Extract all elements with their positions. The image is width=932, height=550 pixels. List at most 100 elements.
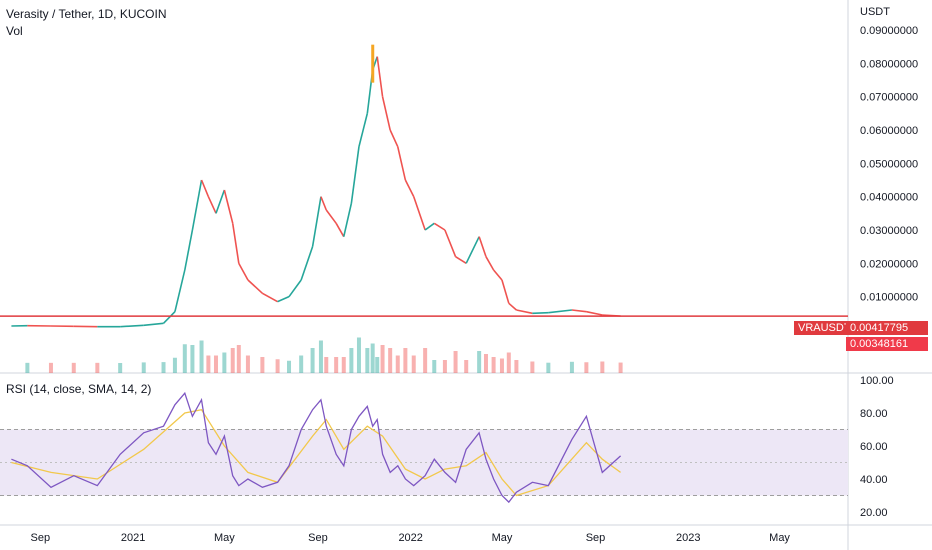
price-segment <box>424 222 435 231</box>
price-segment <box>184 229 194 271</box>
price-segment <box>191 179 203 231</box>
currency-label: USDT <box>860 6 890 18</box>
price-segment <box>231 223 240 264</box>
price-segment <box>376 56 384 97</box>
volume-bar <box>403 348 408 373</box>
volume-bar <box>141 362 146 373</box>
price-segment <box>300 246 314 281</box>
price-segment <box>404 179 415 198</box>
x-tick-label: 2022 <box>398 532 422 544</box>
x-tick-label: 2021 <box>121 532 145 544</box>
x-tick-label: May <box>214 532 235 544</box>
volume-bar <box>260 357 265 373</box>
x-tick-label: Sep <box>31 532 51 544</box>
price-tick-label: 0.08000000 <box>860 58 918 70</box>
price-segment <box>143 322 164 327</box>
volume-bar <box>199 340 204 373</box>
volume-bar <box>118 363 123 373</box>
price-segment <box>311 196 322 247</box>
volume-bar <box>442 360 447 373</box>
price-segment <box>501 279 510 304</box>
rsi-tick-label: 100.00 <box>860 375 894 387</box>
price-segment <box>200 179 210 197</box>
volume-bar <box>230 348 235 373</box>
volume-bar <box>506 352 511 373</box>
volume-bar <box>299 355 304 373</box>
price-segment <box>277 295 290 303</box>
volume-bar <box>375 357 380 373</box>
price-segment <box>223 189 234 224</box>
price-segment <box>571 309 587 313</box>
volume-label: Vol <box>6 24 23 38</box>
volume-bar <box>388 348 393 373</box>
volume-bar <box>499 358 504 373</box>
price-series <box>0 44 848 328</box>
price-segment <box>508 302 517 311</box>
price-segment <box>262 292 278 303</box>
price-segment <box>120 324 144 328</box>
volume-bar <box>341 357 346 373</box>
price-segment <box>342 203 353 237</box>
volume-bar <box>432 360 437 373</box>
volume-bar <box>287 360 292 373</box>
volume-bar <box>546 362 551 373</box>
rsi-tick-label: 80.00 <box>860 408 888 420</box>
price-tick-label: 0.02000000 <box>860 258 918 270</box>
rsi-tick-label: 20.00 <box>860 507 888 519</box>
price-segment <box>215 189 226 214</box>
volume-bar <box>365 348 370 373</box>
x-tick-label: Sep <box>308 532 328 544</box>
volume-bar <box>324 357 329 373</box>
price-segment <box>455 255 467 265</box>
last-price-badge: 0.00417795 <box>846 321 928 335</box>
price-segment <box>320 196 328 211</box>
price-segment <box>492 269 503 281</box>
x-tick-label: May <box>492 532 513 544</box>
price-segment <box>238 262 249 281</box>
highlight-candle <box>371 44 375 83</box>
volume-bar <box>349 348 354 373</box>
volume-bar <box>464 360 469 373</box>
volume-bar <box>213 355 218 373</box>
volume-bar <box>491 357 496 373</box>
volume-bar <box>395 355 400 373</box>
price-segment <box>335 222 345 238</box>
price-segment <box>288 279 302 298</box>
volume-bar <box>356 337 361 373</box>
price-tick-label: 0.06000000 <box>860 125 918 137</box>
price-segment <box>207 196 217 214</box>
price-tick-label: 0.04000000 <box>860 192 918 204</box>
volume-bar <box>380 345 385 373</box>
volume-bar <box>483 354 488 373</box>
axes: Sep 2021 May Sep 2022 May Sep 2023 May 0.09000000… <box>31 25 919 544</box>
volume-bar <box>161 362 166 373</box>
price-tick-label: 0.07000000 <box>860 92 918 104</box>
volume-bar <box>48 362 53 373</box>
price-segment <box>433 222 446 231</box>
volume-bar <box>245 355 250 373</box>
price-segment <box>444 229 457 257</box>
price-segment <box>396 146 407 181</box>
volume-bar <box>453 351 458 373</box>
price-segment <box>358 113 369 147</box>
price-segment <box>532 311 549 315</box>
volume-bar <box>222 352 227 373</box>
volume-bar <box>206 355 211 373</box>
volume-bar <box>370 343 375 373</box>
price-tick-label: 0.05000000 <box>860 158 918 170</box>
volume-bar <box>182 344 187 373</box>
volume-bar <box>423 348 428 373</box>
price-segment <box>174 269 186 312</box>
x-tick-label: May <box>769 532 790 544</box>
rsi-tick-label: 40.00 <box>860 474 888 486</box>
rsi-line <box>11 391 622 504</box>
price-segment <box>412 196 426 231</box>
volume-bar <box>275 359 280 373</box>
symbol-badge: VRAUSDT <box>794 321 855 335</box>
rsi-title: RSI (14, close, SMA, 14, 2) <box>6 382 152 396</box>
price-segment <box>485 256 495 271</box>
price-segment <box>350 146 360 204</box>
chart-title: Verasity / Tether, 1D, KUCOIN <box>6 7 167 21</box>
